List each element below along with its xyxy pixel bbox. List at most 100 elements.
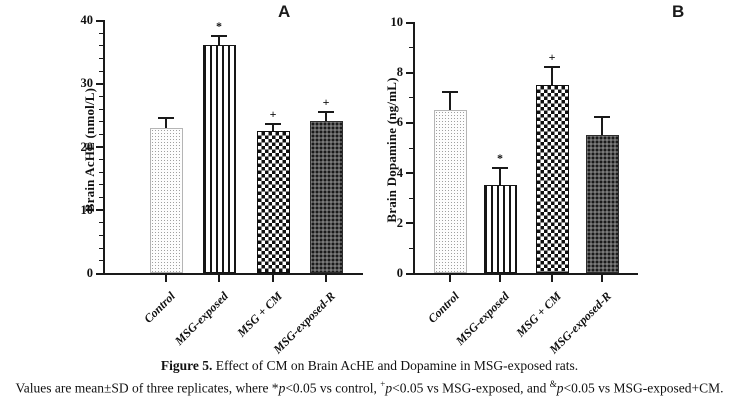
x-tick <box>165 275 167 282</box>
y-tick <box>96 209 103 212</box>
error-bar-cap <box>492 166 508 169</box>
y-minor-tick <box>99 247 103 249</box>
y-minor-tick <box>409 47 413 49</box>
y-minor-tick <box>99 260 103 262</box>
y-minor-tick <box>409 247 413 249</box>
y-minor-tick <box>99 184 103 186</box>
significance-marker: + <box>548 50 556 65</box>
y-minor-tick <box>409 197 413 199</box>
bar-msg-cm <box>256 130 290 273</box>
error-bar <box>499 167 501 186</box>
y-minor-tick <box>99 197 103 199</box>
y-minor-tick <box>99 222 103 224</box>
y-tick <box>406 222 413 225</box>
y-tick-label: 6 <box>396 115 403 130</box>
y-tick <box>406 172 413 175</box>
x-tick <box>325 275 327 282</box>
caption-note-line: Values are mean±SD of three replicates, … <box>0 375 739 398</box>
y-tick-label: 0 <box>86 266 93 280</box>
error-bar <box>325 111 327 122</box>
y-tick-label: 4 <box>396 165 403 180</box>
bar-msg-exposed-r <box>309 121 343 273</box>
y-tick-label: 10 <box>80 202 94 217</box>
y-axis-line <box>103 20 105 275</box>
y-tick-label: 8 <box>396 65 403 80</box>
x-axis-line <box>103 273 363 275</box>
y-tick <box>96 82 103 85</box>
y-minor-tick <box>99 57 103 59</box>
significance-marker: + <box>322 94 330 109</box>
error-bar <box>165 118 167 128</box>
caption-figure-number: Figure 5. <box>160 358 213 373</box>
y-minor-tick <box>99 133 103 135</box>
y-axis-line <box>413 22 415 275</box>
error-bar-cap <box>265 123 281 126</box>
x-tick <box>601 275 603 282</box>
error-bar-cap <box>442 91 458 94</box>
y-tick <box>406 71 413 74</box>
caption-note-segment: p <box>278 380 286 396</box>
error-bar <box>551 67 553 85</box>
y-minor-tick <box>99 32 103 34</box>
bar-msg-exposed <box>483 185 517 273</box>
error-bar-cap <box>544 66 560 69</box>
caption-title-line: Figure 5. Effect of CM on Brain AcHE and… <box>0 356 739 375</box>
y-tick-label: 10 <box>390 15 404 29</box>
bar-control <box>433 109 467 273</box>
panel-a-letter: A <box>278 2 291 21</box>
caption-note-segment: <0.05 vs control, <box>285 380 381 396</box>
error-bar <box>601 117 603 135</box>
x-tick <box>272 275 274 282</box>
y-tick <box>406 21 413 24</box>
y-tick-label: 30 <box>80 76 94 91</box>
error-bar <box>272 124 274 131</box>
y-tick-label: 40 <box>80 13 94 27</box>
bar-msg-exposed-r <box>585 134 619 273</box>
panel-b-brain-dopamine-chart: B Brain Dopamine (ng/mL) 0 2 4 6 8 10 Control *… <box>370 0 739 356</box>
y-tick-label: 20 <box>80 139 94 154</box>
panel-b-y-axis-label: Brain Dopamine (ng/mL) <box>384 77 399 223</box>
x-tick <box>551 275 553 282</box>
error-bar-cap <box>211 34 227 37</box>
y-tick-label: 0 <box>396 266 403 280</box>
y-minor-tick <box>99 159 103 161</box>
y-minor-tick <box>99 45 103 47</box>
y-tick <box>406 272 413 275</box>
caption-note-segment: <0.05 vs MSG-exposed+CM. <box>563 380 724 396</box>
x-axis-line <box>413 273 638 275</box>
y-minor-tick <box>99 171 103 173</box>
y-tick <box>96 272 103 275</box>
x-tick <box>218 275 220 282</box>
caption-title-text: Effect of CM on Brain AcHE and Dopamine … <box>212 358 579 373</box>
y-tick <box>406 121 413 124</box>
y-minor-tick <box>99 108 103 110</box>
y-minor-tick <box>99 70 103 72</box>
error-bar <box>218 35 220 46</box>
bar-msg-exposed <box>202 45 236 273</box>
significance-marker: + <box>269 107 277 122</box>
error-bar-cap <box>318 110 334 113</box>
error-bar <box>449 92 451 110</box>
caption-note-segment: + <box>380 379 386 389</box>
bar-msg-cm <box>535 84 569 273</box>
y-minor-tick <box>409 97 413 99</box>
y-tick <box>96 19 103 22</box>
y-minor-tick <box>409 147 413 149</box>
significance-marker: * <box>216 18 222 33</box>
x-tick <box>449 275 451 282</box>
caption-note-segment: <0.05 vs MSG-exposed, and <box>392 380 550 396</box>
panel-b-letter: B <box>672 2 685 21</box>
figure-caption: Figure 5. Effect of CM on Brain AcHE and… <box>0 356 739 398</box>
caption-note-segment: p <box>556 380 564 396</box>
y-tick <box>96 146 103 148</box>
y-minor-tick <box>99 121 103 123</box>
caption-note-segment: p <box>385 380 393 396</box>
caption-note-segment: Values are mean±SD of three replicates, … <box>15 380 279 396</box>
y-minor-tick <box>99 95 103 97</box>
y-tick-label: 2 <box>396 215 403 230</box>
x-tick <box>499 275 501 282</box>
error-bar-cap <box>594 116 610 119</box>
bar-control <box>149 127 183 273</box>
panel-a-brain-ache-chart: A Brain AcHE (nmol/L) 0 10 20 30 40 Control * M… <box>0 0 370 356</box>
